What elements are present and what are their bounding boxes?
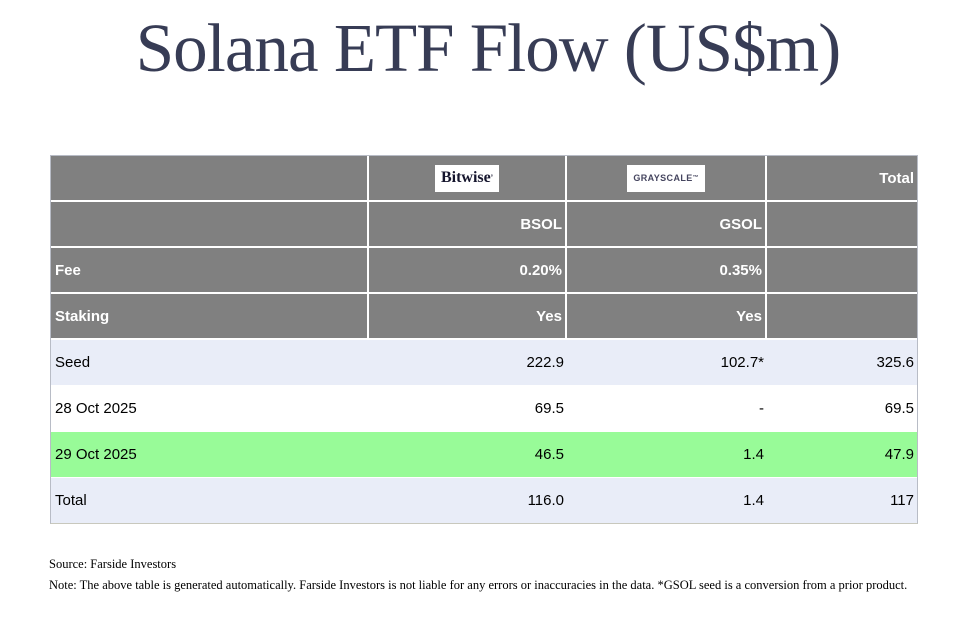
cell-bsol-value: 116.0 [527,492,564,509]
etf-flow-table: Bitwise ʼ GRAYSCALE ™ Total BSOL GSOL Fee … [50,155,918,524]
cell-bsol-value: 46.5 [534,446,564,463]
cell-gsol-value: 102.7* [720,354,764,371]
cell-total-value: 325.6 [876,354,914,371]
table-row-total: Total 116.0 1.4 117 [51,478,917,523]
cell-grayscale-logo: GRAYSCALE ™ [567,156,767,200]
table-row-staking: Staking Yes Yes [51,294,917,340]
cell-gsol-value: 1.4 [743,446,764,463]
table-row-29-oct-2025-highlighted: 29 Oct 2025 46.5 1.4 47.9 [51,432,917,478]
cell-total-value: 117 [890,492,914,509]
cell-label: Seed [55,354,91,371]
cell-total [767,202,917,246]
footer: Source: Farside Investors Note: The abov… [49,557,949,599]
cell-label: Staking [51,294,369,338]
cell-empty-corner [51,156,369,200]
table-row-logos: Bitwise ʼ GRAYSCALE ™ Total [51,156,917,202]
cell-gsol-value: 1.4 [743,492,764,509]
grayscale-logo-text: GRAYSCALE [633,172,693,183]
cell-bitwise-logo: Bitwise ʼ [369,156,567,200]
cell-gsol-value: - [759,400,764,417]
cell-total-value: 47.9 [884,446,914,463]
cell-bsol-staking: Yes [369,294,567,338]
table-row-fee: Fee 0.20% 0.35% [51,248,917,294]
cell-total-value: 69.5 [884,400,914,417]
cell-total [767,248,917,292]
table-row-28-oct-2025: 28 Oct 2025 69.5 - 69.5 [51,386,917,432]
page-title: Solana ETF Flow (US$m) [135,10,841,86]
cell-gsol-fee: 0.35% [567,248,767,292]
table-row-tickers: BSOL GSOL [51,202,917,248]
grayscale-logo: GRAYSCALE ™ [627,164,705,192]
grayscale-logo-mark-icon: ™ [692,175,699,181]
cell-label: 28 Oct 2025 [55,400,137,417]
table-row-seed: Seed 222.9 102.7* 325.6 [51,340,917,386]
cell-bsol-ticker: BSOL [369,202,567,246]
cell-label [51,202,369,246]
source-text: Source: Farside Investors [49,557,177,571]
bitwise-logo-mark-icon: ʼ [490,173,493,182]
cell-label: Total [55,492,87,509]
cell-gsol-ticker: GSOL [567,202,767,246]
cell-gsol-staking: Yes [567,294,767,338]
cell-total [767,294,917,338]
cell-bsol-fee: 0.20% [369,248,567,292]
cell-bsol-value: 222.9 [526,354,564,371]
bitwise-logo: Bitwise ʼ [434,164,499,192]
cell-label: Fee [51,248,369,292]
note-text: Note: The above table is generated autom… [49,578,908,592]
cell-bsol-value: 69.5 [534,400,564,417]
bitwise-logo-text: Bitwise [440,169,491,186]
cell-total-header: Total [879,169,914,187]
cell-label: 29 Oct 2025 [55,446,137,463]
